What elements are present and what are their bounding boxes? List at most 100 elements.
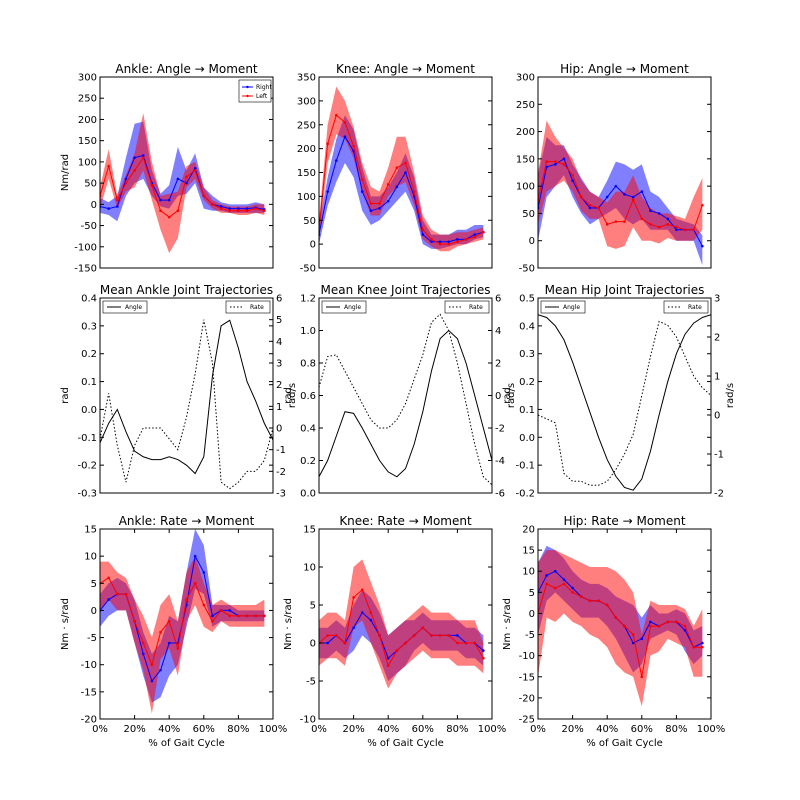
- series-line-left: [538, 583, 703, 677]
- data-point-right: [107, 598, 110, 601]
- data-point-right: [369, 618, 373, 622]
- x-tick-label: 80%: [446, 724, 468, 735]
- y-tick-label: -10: [81, 660, 97, 671]
- y-tick-label: 0.5: [519, 294, 535, 305]
- y-tick-label: 0.3: [519, 349, 535, 360]
- data-point-right: [326, 190, 329, 193]
- y2-axis-label: rad/s: [506, 383, 517, 408]
- legend-label-angle: Angle: [563, 304, 580, 311]
- data-point-right: [588, 206, 592, 210]
- data-point-right: [562, 578, 566, 581]
- y-tick-label: 1.2: [300, 294, 316, 305]
- data-point-left: [254, 207, 257, 210]
- y-tick-label: -5: [87, 633, 97, 644]
- data-point-left: [150, 183, 154, 187]
- y-tick-label: 150: [516, 154, 535, 165]
- data-point-left: [116, 198, 119, 202]
- data-point-left: [666, 620, 670, 624]
- data-point-left: [343, 641, 347, 645]
- data-point-right: [649, 209, 652, 212]
- data-point-left: [456, 240, 459, 244]
- x-tick-label: 20%: [561, 724, 583, 735]
- axes-frame: [99, 528, 274, 720]
- data-point-right: [193, 554, 197, 558]
- data-point-left: [430, 238, 433, 241]
- data-point-left: [245, 209, 249, 212]
- data-point-left: [430, 634, 433, 637]
- x-tick-label: 100%: [697, 724, 726, 735]
- legend-box: [444, 300, 490, 314]
- data-point-left: [360, 178, 364, 181]
- y2-tick-label: 2: [495, 359, 501, 370]
- y-tick-label: -0.1: [77, 433, 97, 444]
- legend-label-right: Right: [256, 84, 272, 91]
- data-point-left: [657, 225, 661, 229]
- data-point-left: [412, 190, 416, 193]
- band-left: [100, 113, 265, 254]
- y2-tick-label: 4: [495, 326, 501, 337]
- data-point-right: [219, 205, 223, 208]
- legend-label-angle: Angle: [125, 304, 142, 311]
- series-line-angle: [100, 319, 273, 475]
- y2-tick-label: -1: [714, 450, 724, 461]
- chart-title: Knee: Rate → Moment: [339, 514, 472, 528]
- x-tick-label: 100%: [259, 724, 288, 735]
- legend-box: [225, 300, 271, 314]
- data-point-right: [150, 679, 154, 683]
- series-line-rate: [100, 319, 273, 490]
- series-line-right: [319, 135, 484, 243]
- x-tick-label: 0%: [530, 724, 546, 735]
- data-point-left: [141, 641, 145, 645]
- data-point-left: [640, 217, 644, 221]
- series-line-rate: [538, 320, 711, 486]
- y-tick-label: -150: [74, 264, 97, 275]
- x-tick-label: 40%: [158, 724, 180, 735]
- data-point-left: [571, 591, 574, 594]
- axes-frame: [99, 297, 274, 494]
- y-axis-label: Nm · s/rad: [283, 598, 294, 650]
- data-point-left: [482, 230, 485, 234]
- legend-label-left: Left: [256, 93, 268, 100]
- y-tick-label: -50: [300, 264, 316, 275]
- panel-mean-ankle-trajectories: -0.3 -0.2 -0.1 0.0 0.1 0.2 0.3 0.4 -3 -2 -1 0 1 2 3 4 5 6…: [60, 283, 298, 500]
- y2-tick-label: -4: [495, 456, 505, 467]
- data-point-left: [675, 620, 678, 624]
- data-point-left: [438, 242, 442, 246]
- band-left: [319, 559, 484, 689]
- data-point-right: [631, 641, 635, 645]
- axes-frame: [537, 297, 712, 494]
- data-point-right: [211, 614, 214, 618]
- data-point-left: [464, 238, 468, 241]
- data-point-left: [404, 161, 407, 165]
- y-tick-label: 5: [529, 588, 535, 599]
- chart-title: Mean Hip Joint Trajectories: [545, 283, 705, 297]
- y2-tick-label: 1: [714, 372, 720, 383]
- band-left: [538, 550, 703, 707]
- axes-frame: [318, 297, 493, 494]
- data-point-left: [343, 121, 347, 124]
- data-point-right: [421, 233, 425, 236]
- data-point-right: [666, 217, 670, 221]
- data-point-left: [545, 160, 548, 163]
- y-tick-label: 0.4: [81, 294, 97, 305]
- data-point-left: [263, 209, 266, 212]
- data-point-left: [554, 160, 557, 163]
- data-point-left: [404, 641, 407, 645]
- data-point-left: [614, 616, 618, 619]
- y-tick-label: -5: [306, 677, 316, 688]
- data-point-left: [211, 203, 214, 206]
- data-point-left: [464, 641, 468, 645]
- data-point-left: [395, 649, 399, 652]
- plot-area: [319, 559, 485, 689]
- axes-frame: [318, 528, 493, 720]
- chart-title: Hip: Rate → Moment: [563, 514, 685, 528]
- y-tick-label: -50: [81, 221, 97, 232]
- y-tick-label: 5: [310, 601, 316, 612]
- x-tick-label: 60%: [193, 724, 215, 735]
- y-tick-label: 0.1: [81, 377, 97, 388]
- data-point-right: [343, 135, 347, 138]
- data-point-right: [202, 571, 206, 574]
- data-point-right: [159, 668, 162, 672]
- y-tick-label: 0: [529, 609, 535, 620]
- data-point-right: [228, 207, 232, 210]
